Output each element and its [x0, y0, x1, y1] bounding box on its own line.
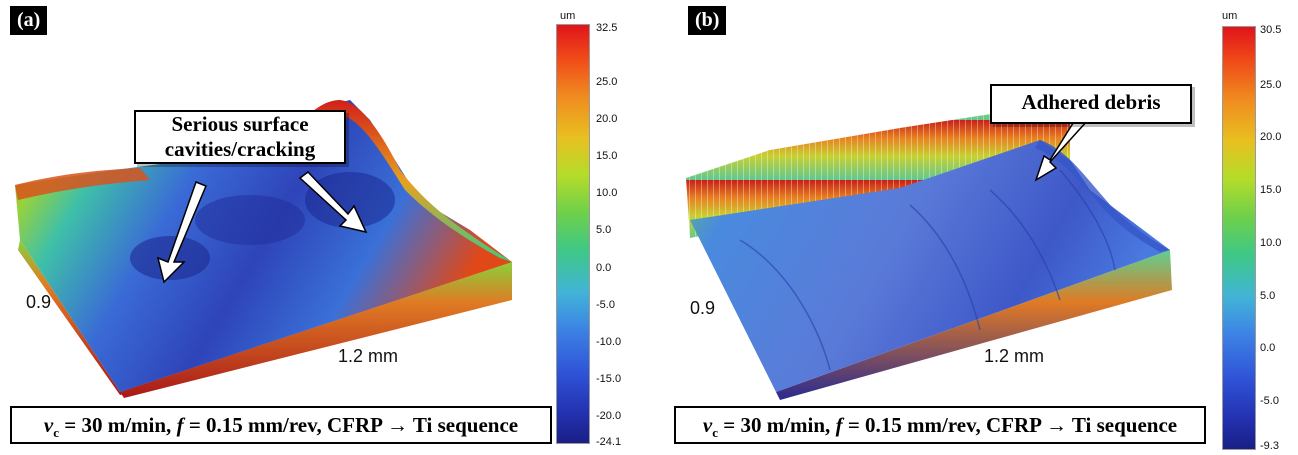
surface-top: [690, 140, 1170, 392]
caption-subscript: c: [712, 425, 718, 441]
surface-topography-b: [686, 108, 1172, 400]
arrow-icon: [156, 181, 207, 284]
colorbar-tick: 20.0: [1260, 131, 1282, 143]
callout-line: Serious surface: [171, 112, 309, 136]
colorbar-tick: -5.0: [596, 299, 615, 311]
colorbar-tick: -9.3: [1260, 440, 1279, 452]
colorbar-tick: 15.0: [596, 150, 618, 162]
caption-symbol-f: f: [176, 413, 184, 437]
arrow-icon: [1034, 110, 1090, 182]
caption-symbol-f: f: [835, 413, 843, 437]
colorbar-unit: um: [560, 10, 576, 22]
caption-text: = 0.15 mm/rev, CFRP → Ti sequence: [842, 413, 1178, 437]
colorbar-tick: 5.0: [596, 224, 612, 236]
colorbar-tick: -5.0: [1260, 395, 1279, 407]
arrow-icon: [298, 171, 368, 234]
colorbar: [556, 24, 590, 444]
colorbar-unit: um: [1222, 10, 1238, 22]
annotation-callout: Serious surface cavities/cracking: [134, 110, 346, 164]
colorbar-tick: 25.0: [1260, 79, 1282, 91]
caption-text: = 30 m/min,: [718, 413, 836, 437]
colorbar-tick: 0.0: [596, 262, 612, 274]
colorbar-tick: 32.5: [596, 22, 618, 34]
cavity-region: [195, 195, 305, 245]
colorbar-tick: -10.0: [596, 336, 622, 348]
colorbar-tick: -24.1: [596, 436, 622, 448]
panel-label: (b): [688, 6, 727, 35]
figure-panel-a: (a) Serious surface cavities/cracking 0.…: [0, 0, 640, 455]
caption-symbol-v: v: [702, 413, 713, 437]
feed-mark: [739, 239, 831, 371]
depth-axis-label: 0.9: [690, 298, 716, 318]
feed-mark: [1059, 169, 1116, 271]
surface-front-wall: [776, 250, 1172, 400]
surface-edge: [1035, 140, 1170, 252]
colorbar-tick: -20.0: [596, 410, 622, 422]
width-axis-label: 1.2 mm: [984, 346, 1045, 366]
caption-subscript: c: [53, 425, 59, 441]
callout-line: cavities/cracking: [164, 137, 316, 161]
figure-caption: vc = 30 m/min, f = 0.15 mm/rev, CFRP → T…: [674, 406, 1206, 444]
figure-caption: vc = 30 m/min, f = 0.15 mm/rev, CFRP → T…: [10, 406, 552, 444]
cavity-region: [305, 172, 395, 228]
surface-front-wall: [120, 262, 512, 398]
feed-mark: [909, 204, 981, 331]
colorbar-tick: 10.0: [1260, 237, 1282, 249]
colorbar-tick: 0.0: [1260, 342, 1276, 354]
annotation-callout: Adhered debris: [990, 84, 1192, 124]
panel-label: (a): [10, 6, 48, 35]
colorbar-tick: 30.5: [1260, 24, 1282, 36]
surface-back-edge: [15, 168, 150, 200]
colorbar-tick: 15.0: [1260, 184, 1282, 196]
caption-text: = 30 m/min,: [59, 413, 177, 437]
colorbar: [1222, 26, 1256, 450]
feed-mark: [989, 189, 1061, 301]
colorbar-tick: 25.0: [596, 76, 618, 88]
colorbar-tick: 10.0: [596, 187, 618, 199]
surface-topography-a: [15, 100, 512, 398]
caption-text: = 0.15 mm/rev, CFRP → Ti sequence: [183, 413, 519, 437]
depth-axis-label: 0.9: [26, 292, 52, 312]
width-axis-label: 1.2 mm: [338, 346, 399, 366]
callout-line: Adhered debris: [1021, 90, 1161, 114]
colorbar-tick: 5.0: [1260, 290, 1276, 302]
surface-back-edge: [686, 108, 1070, 238]
caption-symbol-v: v: [43, 413, 54, 437]
colorbar-tick: -15.0: [596, 373, 622, 385]
figure-panel-b: (b) Adhered debris 0.9 1.2 mm um 30.5 25…: [650, 0, 1298, 455]
colorbar-tick: 20.0: [596, 113, 618, 125]
